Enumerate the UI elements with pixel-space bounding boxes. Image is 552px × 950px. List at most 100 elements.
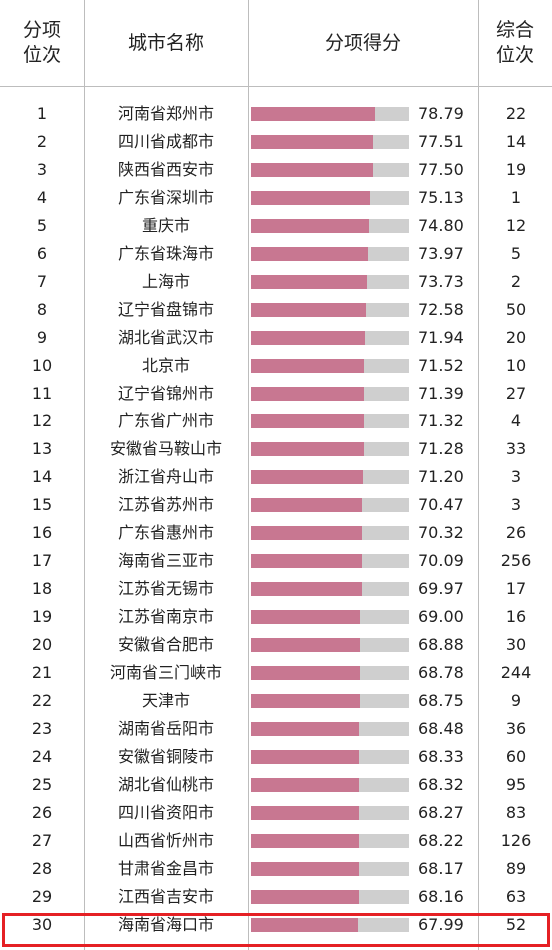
score-bar-track <box>251 162 409 177</box>
score-value: 70.32 <box>418 523 464 543</box>
score-bar-track <box>251 218 409 233</box>
table-row: 12 广东省广州市 71.32 4 <box>0 407 552 435</box>
overall-rank-cell: 89 <box>505 858 527 878</box>
score-bar <box>251 218 370 233</box>
overall-rank-cell: 95 <box>505 774 527 794</box>
score-bar-track <box>251 554 409 569</box>
table-row: 15 江苏省苏州市 70.47 3 <box>0 491 552 519</box>
score-value: 78.79 <box>418 104 464 123</box>
score-value: 71.20 <box>418 467 464 487</box>
table-row: 22 天津市 68.75 9 <box>0 687 552 715</box>
overall-rank-cell: 27 <box>505 383 527 403</box>
city-name: 重庆市 <box>141 215 190 235</box>
score-bar-track <box>251 777 409 792</box>
column-divider <box>84 0 85 950</box>
city-name: 上海市 <box>141 271 190 291</box>
table-row: 2 四川省成都市 77.51 14 <box>0 128 552 156</box>
city-name: 广东省珠海市 <box>117 243 214 263</box>
score-bar-track <box>251 666 409 680</box>
score-bar <box>251 889 359 904</box>
score-bar-track <box>251 498 409 513</box>
rank-cell: 24 <box>31 746 53 766</box>
overall-rank-cell: 19 <box>505 159 527 179</box>
table-row: 23 湖南省岳阳市 68.48 36 <box>0 715 552 743</box>
rank-cell: 17 <box>31 551 53 571</box>
overall-rank-cell: 60 <box>505 746 527 766</box>
overall-rank-cell: 3 <box>510 495 522 515</box>
score-value: 71.28 <box>418 439 464 459</box>
header-rank-line1: 分项 <box>22 19 61 41</box>
score-bar-track <box>251 638 409 653</box>
header-divider <box>0 86 552 87</box>
score-value: 77.50 <box>418 159 464 179</box>
city-name: 四川省成都市 <box>117 131 214 151</box>
score-bar <box>251 582 362 597</box>
score-bar-track <box>251 833 409 848</box>
score-bar <box>251 638 360 653</box>
overall-rank-cell: 9 <box>510 690 522 710</box>
city-name: 安徽省马鞍山市 <box>109 439 222 459</box>
score-bar <box>251 693 360 708</box>
score-bar <box>251 833 359 848</box>
table-row: 17 海南省三亚市 70.09 256 <box>0 547 552 575</box>
score-bar <box>251 107 376 121</box>
rank-cell: 27 <box>31 830 53 850</box>
rank-cell: 25 <box>31 774 53 794</box>
score-value: 68.75 <box>418 690 464 710</box>
score-bar <box>251 554 362 569</box>
city-name: 广东省广州市 <box>117 411 214 431</box>
city-name: 广东省惠州市 <box>117 523 214 543</box>
overall-rank-cell: 256 <box>500 551 532 571</box>
score-bar <box>251 414 364 429</box>
city-name: 山西省忻州市 <box>117 830 214 850</box>
score-value: 69.00 <box>418 607 464 627</box>
rank-cell: 6 <box>36 243 48 263</box>
score-bar-track <box>251 889 409 904</box>
rank-cell: 14 <box>31 467 53 487</box>
score-value: 68.88 <box>418 635 464 655</box>
score-bar-track <box>251 470 409 485</box>
city-name: 辽宁省锦州市 <box>117 383 214 403</box>
score-bar-track <box>251 917 409 932</box>
score-bar <box>251 246 368 261</box>
table-row: 20 安徽省合肥市 68.88 30 <box>0 631 552 659</box>
table-row: 9 湖北省武汉市 71.94 20 <box>0 324 552 352</box>
city-name: 安徽省铜陵市 <box>117 746 214 766</box>
score-value: 77.51 <box>418 131 464 151</box>
city-name: 湖南省岳阳市 <box>117 718 214 738</box>
table-row: 8 辽宁省盘锦市 72.58 50 <box>0 296 552 324</box>
score-value: 71.94 <box>418 327 464 347</box>
score-bar-track <box>251 526 409 541</box>
city-name: 海南省三亚市 <box>117 551 214 571</box>
overall-rank-cell: 30 <box>505 635 527 655</box>
table-row: 4 广东省深圳市 75.13 1 <box>0 184 552 212</box>
overall-rank-cell: 16 <box>505 607 527 627</box>
score-bar-track <box>251 610 409 625</box>
score-value: 68.33 <box>418 746 464 766</box>
overall-rank-cell: 33 <box>505 439 527 459</box>
score-value: 71.39 <box>418 383 464 403</box>
city-name: 广东省深圳市 <box>117 187 214 207</box>
score-bar <box>251 749 359 764</box>
city-name: 天津市 <box>141 690 190 710</box>
city-name: 海南省海口市 <box>117 914 214 934</box>
city-name: 陕西省西安市 <box>117 159 214 179</box>
rank-cell: 5 <box>36 215 48 235</box>
score-value: 68.22 <box>418 830 464 850</box>
score-bar-track <box>251 582 409 597</box>
rank-cell: 3 <box>36 159 48 179</box>
overall-rank-cell: 26 <box>505 523 527 543</box>
table-row: 30 海南省海口市 67.99 52 <box>0 911 552 939</box>
score-bar-track <box>251 134 409 149</box>
rank-cell: 4 <box>36 187 48 207</box>
highlight-box <box>2 913 550 947</box>
table-row: 6 广东省珠海市 73.97 5 <box>0 240 552 268</box>
rank-cell: 29 <box>31 886 53 906</box>
city-name: 江苏省南京市 <box>117 607 214 627</box>
rank-cell: 18 <box>31 579 53 599</box>
table-row: 5 重庆市 74.80 12 <box>0 212 552 240</box>
city-name: 安徽省合肥市 <box>117 635 214 655</box>
column-divider <box>248 0 249 950</box>
score-value: 71.32 <box>418 411 464 431</box>
score-bar <box>251 805 359 820</box>
